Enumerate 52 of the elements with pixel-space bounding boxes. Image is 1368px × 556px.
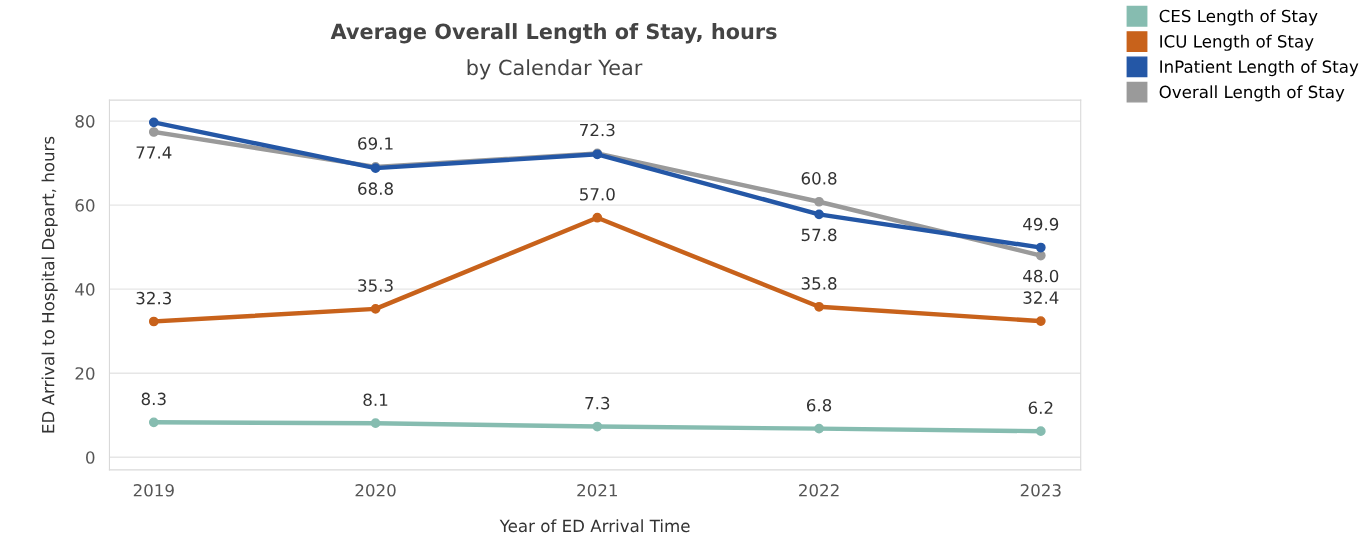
data-label: 60.8 [801, 172, 837, 185]
point [814, 423, 824, 434]
x-tick-label: 2023 [1020, 484, 1061, 497]
point [1035, 426, 1046, 437]
point [1035, 250, 1046, 261]
data-label: 49.9 [1023, 217, 1059, 231]
data-label: 6.2 [1028, 401, 1053, 415]
chart-subtitle: by Calendar Year [467, 59, 643, 80]
x-tick-label: 2019 [133, 484, 174, 497]
point [814, 196, 824, 207]
point [148, 117, 159, 128]
point [370, 304, 381, 314]
data-label: 35.8 [801, 277, 837, 290]
chart-title: Average Overall Length of Stay, hours [330, 23, 777, 44]
data-label: 69.1 [358, 137, 393, 150]
point [592, 421, 603, 432]
data-label: 35.3 [358, 279, 393, 292]
x-tick-label: 2020 [355, 484, 396, 497]
data-label: 6.8 [806, 398, 832, 412]
legend-label: CES Length of Stay [1159, 9, 1318, 26]
y-tick-label: 0 [86, 451, 95, 464]
point [148, 127, 159, 137]
point [814, 209, 824, 220]
data-label: 48.0 [1023, 269, 1059, 283]
point [370, 418, 381, 429]
data-label: 57.0 [580, 188, 615, 201]
point [148, 417, 159, 428]
point [814, 301, 824, 312]
point [1035, 316, 1046, 326]
data-label: 77.4 [136, 146, 172, 159]
legend-label: Overall Length of Stay [1159, 85, 1345, 102]
data-label: 32.3 [136, 291, 172, 305]
y-tick-label: 20 [75, 367, 95, 380]
data-label: 8.3 [141, 392, 166, 406]
data-label: 57.8 [801, 228, 837, 242]
legend-label: ICU Length of Stay [1160, 34, 1314, 51]
y-axis-title: ED Arrival to Hospital Depart, hours [41, 136, 58, 433]
data-label: 8.1 [363, 393, 388, 407]
data-label: 32.4 [1023, 291, 1059, 304]
x-tick-label: 2022 [799, 484, 839, 497]
point [1035, 242, 1046, 253]
y-tick-label: 60 [75, 199, 95, 212]
y-tick-label: 80 [75, 115, 95, 128]
point [148, 316, 159, 327]
data-label: 7.3 [585, 396, 610, 410]
point [592, 212, 603, 223]
data-label: 72.3 [580, 123, 615, 137]
data-label: 68.8 [358, 182, 393, 195]
x-axis-title: Year of ED Arrival Time [499, 519, 690, 533]
y-tick-label: 40 [75, 283, 95, 296]
legend-label: InPatient Length of Stay [1160, 60, 1359, 77]
x-tick-label: 2021 [577, 484, 617, 497]
